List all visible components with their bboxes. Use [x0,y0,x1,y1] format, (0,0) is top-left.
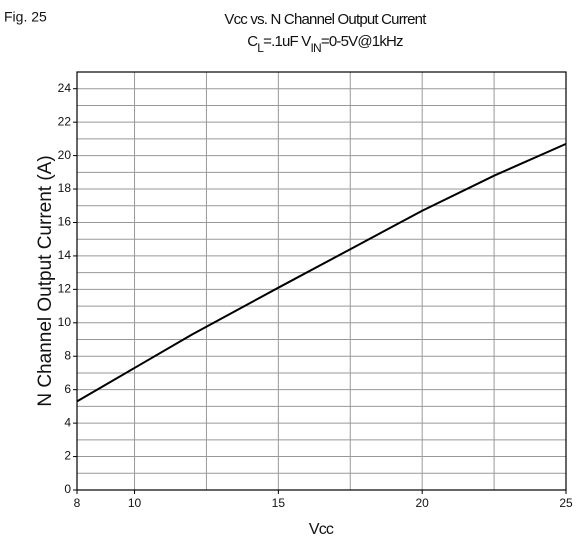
y-tick-label: 18 [58,181,72,195]
x-tick-label: 25 [559,496,573,510]
x-tick-label: 20 [415,496,429,510]
y-tick-label: 14 [58,248,72,262]
y-tick-label: 24 [58,81,72,95]
x-tick-label: 15 [272,496,286,510]
y-tick-label: 16 [58,215,72,229]
y-tick-label: 4 [64,415,71,429]
chart-subtitle: CL=.1uF VIN=0-5V@1kHz [247,33,403,55]
y-tick-label: 12 [58,282,72,296]
x-tick-label: 10 [128,496,142,510]
y-tick-label: 10 [58,315,72,329]
subtitle-part: C [247,33,258,50]
figure-label: Fig. 25 [4,9,47,25]
chart-title: Vcc vs. N Channel Output Current [224,11,427,28]
subtitle-part: =.1uF V [263,33,311,50]
y-tick-label: 20 [58,148,72,162]
subtitle-part: =0-5V@1kHz [321,33,403,50]
plot-frame [76,71,567,491]
subtitle-part: L [257,41,264,55]
data-line [76,142,567,403]
y-axis-title: N Channel Output Current (A) [35,155,56,406]
y-tick-label: 22 [58,114,72,128]
x-axis-title: Vcc [309,521,334,538]
y-tick-label: 2 [64,449,71,463]
x-tick-label: 8 [74,496,81,510]
y-tick-label: 6 [64,382,71,396]
y-tick-label: 8 [64,348,71,362]
y-tick-label: 0 [64,482,71,496]
subtitle-part: IN [311,41,322,55]
